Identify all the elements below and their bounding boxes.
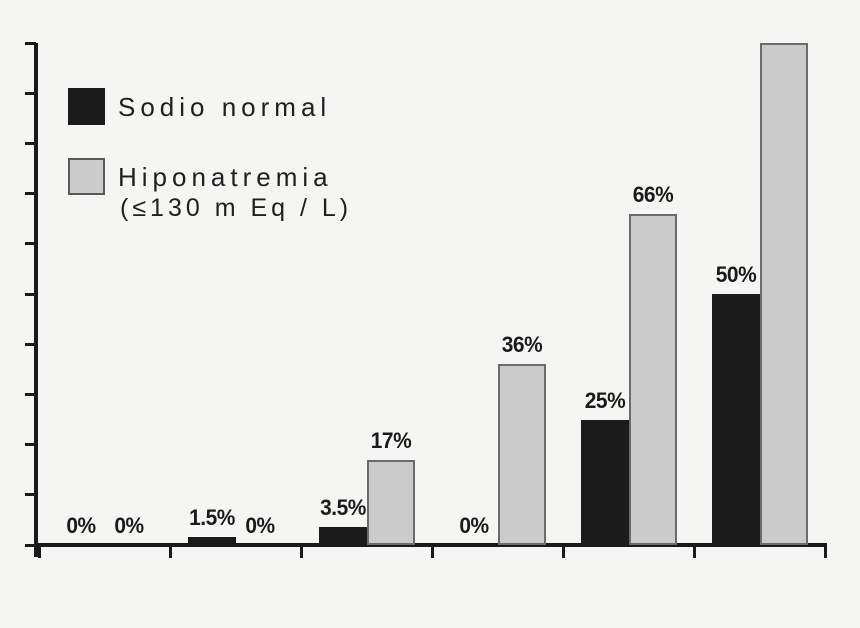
y-axis-tick — [25, 41, 36, 45]
bar-value-label: 50% — [715, 262, 756, 287]
bar-value-label: 0% — [244, 513, 275, 538]
bar-value-label: 66% — [632, 181, 673, 207]
y-axis-tick — [25, 91, 36, 95]
legend-label-sodio-normal: Sodio normal — [118, 92, 332, 122]
bar-sodio-group-2 — [187, 537, 236, 545]
bar-value-label: 17% — [370, 427, 411, 453]
bar-hiponatremia-group-6 — [759, 43, 808, 545]
y-axis-tick — [25, 292, 36, 296]
y-axis-tick — [25, 242, 36, 246]
x-axis-tick — [692, 547, 696, 558]
bar-value-label: 25% — [584, 387, 625, 413]
legend-swatch-sodio-normal — [68, 88, 105, 125]
y-axis — [34, 43, 38, 557]
bar-value-label: 1.5% — [188, 505, 235, 531]
bar-hiponatremia-group-4 — [497, 364, 546, 545]
y-axis-tick — [25, 543, 36, 547]
legend-swatch-hiponatremia — [68, 158, 105, 195]
bar-hiponatremia-group-3 — [366, 459, 415, 545]
legend-sublabel-hiponatremia: (≤130 m Eq / L) — [120, 194, 353, 222]
bar-value-label: 3.5% — [319, 495, 366, 521]
bar-value-label: 0% — [113, 513, 144, 538]
y-axis-tick — [25, 342, 36, 346]
x-axis-tick — [168, 547, 172, 558]
bar-value-label: 0% — [65, 513, 96, 538]
x-axis — [34, 543, 827, 547]
x-axis-tick — [430, 547, 434, 558]
x-axis-tick — [561, 547, 565, 558]
y-axis-tick — [25, 192, 36, 196]
bar-value-label: 0% — [458, 513, 489, 538]
x-axis-tick — [37, 547, 41, 558]
bar-value-label: 36% — [501, 332, 542, 358]
y-axis-tick — [25, 443, 36, 447]
bar-sodio-group-3 — [318, 527, 367, 545]
x-axis-tick — [299, 547, 303, 558]
legend-label-hiponatremia: Hiponatremia — [118, 162, 333, 192]
bar-hiponatremia-group-5 — [628, 213, 677, 545]
y-axis-tick — [25, 493, 36, 497]
y-axis-tick — [25, 141, 36, 145]
bar-sodio-group-5 — [580, 419, 629, 545]
bar-sodio-group-6 — [711, 294, 760, 545]
x-axis-tick — [823, 547, 827, 558]
y-axis-tick — [25, 392, 36, 396]
